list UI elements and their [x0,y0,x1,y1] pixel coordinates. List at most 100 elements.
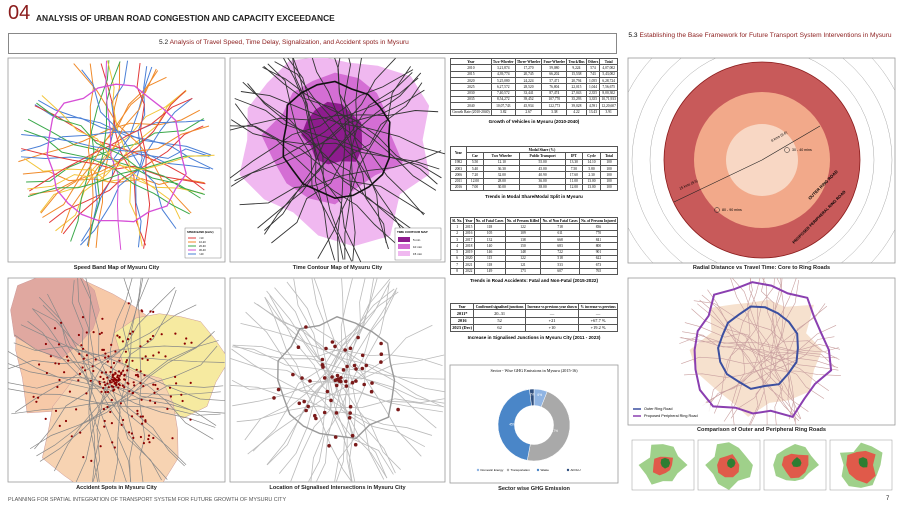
road [257,72,422,229]
road [693,300,840,360]
accident-spot [113,382,116,385]
data-table: Year Two-Wheeler Three-Wheeler Four-Wheeler… [450,57,618,116]
signal-junction [348,411,353,415]
accident-spot [149,399,152,402]
table-cell: 800 [578,242,619,250]
accident-spot [56,385,59,389]
accident-spot [57,362,61,365]
road [292,58,336,261]
road [62,90,186,235]
signal-junction [334,383,339,388]
road [105,60,122,250]
road [292,58,353,262]
road [230,119,425,215]
road [731,278,802,419]
table-cell: 173 [504,267,542,275]
signal-junction [364,363,369,368]
accident-spot [99,445,102,448]
signal-junction [379,341,383,346]
outer-ring [717,305,799,390]
accident-spot [98,380,101,383]
signal-junction [327,444,331,448]
pie-label: 45% [509,422,516,426]
signal-junction [379,352,384,357]
road [48,125,204,224]
ring-map: Outer Ring Road Proposed Peripheral Ring … [630,278,841,425]
mini-zone [791,457,802,467]
accident-spot [152,354,155,357]
legend-label: 5 min [413,238,421,242]
accident-spot [174,375,177,378]
table-cell: +67.7 % [578,316,618,325]
accident-spot [106,382,109,385]
legend-swatch [506,468,510,472]
heading-text: Analysis of Travel Speed, Time Delay, Si… [169,39,409,46]
heading-text: Establishing the Base Framework for Futu… [639,32,892,39]
road [18,109,201,163]
road [256,303,437,429]
pie-label: 2% [530,392,535,396]
road [100,63,147,246]
table-cell: 100 [600,158,618,166]
road [247,324,433,455]
accident-spot [104,383,107,387]
road [8,388,221,416]
header-cell: No. of Persons Injured [578,216,619,225]
accident-spot [107,386,110,389]
city-area [689,299,823,417]
legend-label: AFOLU [571,468,581,472]
accident-spot [116,334,119,337]
accident-spot [85,392,88,395]
table-cell: 100 [600,171,618,179]
road [708,305,828,406]
table-cell: 611 [540,229,580,237]
header-cell: Year [449,302,475,311]
table-cell: 149 [473,267,506,275]
accident-spot [136,412,139,415]
accident-spot [85,331,88,334]
accident-spot [139,435,142,439]
signal-junction [276,387,281,392]
accident-spot [125,360,128,364]
road [73,63,192,214]
table-cell: 13.00 [582,177,602,185]
signal-junction [306,404,311,409]
accident-spot [166,407,169,410]
accident-spot [102,408,105,411]
accident-spot [169,395,172,398]
accident-spot [140,398,143,401]
accident-spot [190,341,193,344]
road [252,288,395,452]
table-cell: 2.30 [582,171,602,179]
legend-box [630,403,710,421]
table-cell: 5.50 [465,158,485,166]
road [21,134,211,170]
time-contour-map: TIME CONTOUR MAP 5 min 10 min 15 min [230,58,445,262]
road [266,278,391,466]
road [307,290,397,482]
mini-map [763,439,827,491]
accident-spot [148,441,151,444]
road [122,278,134,482]
accident-spot [121,340,124,343]
accident-spot [144,355,147,358]
accident-spot [140,309,143,312]
table-cell: 132 [473,235,506,244]
accident-spot [157,351,160,354]
table-cell: 770 [578,229,619,237]
accident-spot [118,336,121,339]
accident-spot [111,441,114,444]
signal-junction [336,377,341,382]
table-cell: 836 [578,223,619,231]
table-cell: 683 [540,242,580,250]
signal-junction [322,376,327,380]
accident-spot [54,362,57,365]
accident-spot [82,347,85,350]
accident-spot [131,359,134,362]
road [81,69,177,229]
road [247,83,412,230]
table-row: Growth Rate (2010-2040) 3.82 2.67 3.38 4.22 1… [450,108,618,116]
section-number: 04 [8,2,31,24]
